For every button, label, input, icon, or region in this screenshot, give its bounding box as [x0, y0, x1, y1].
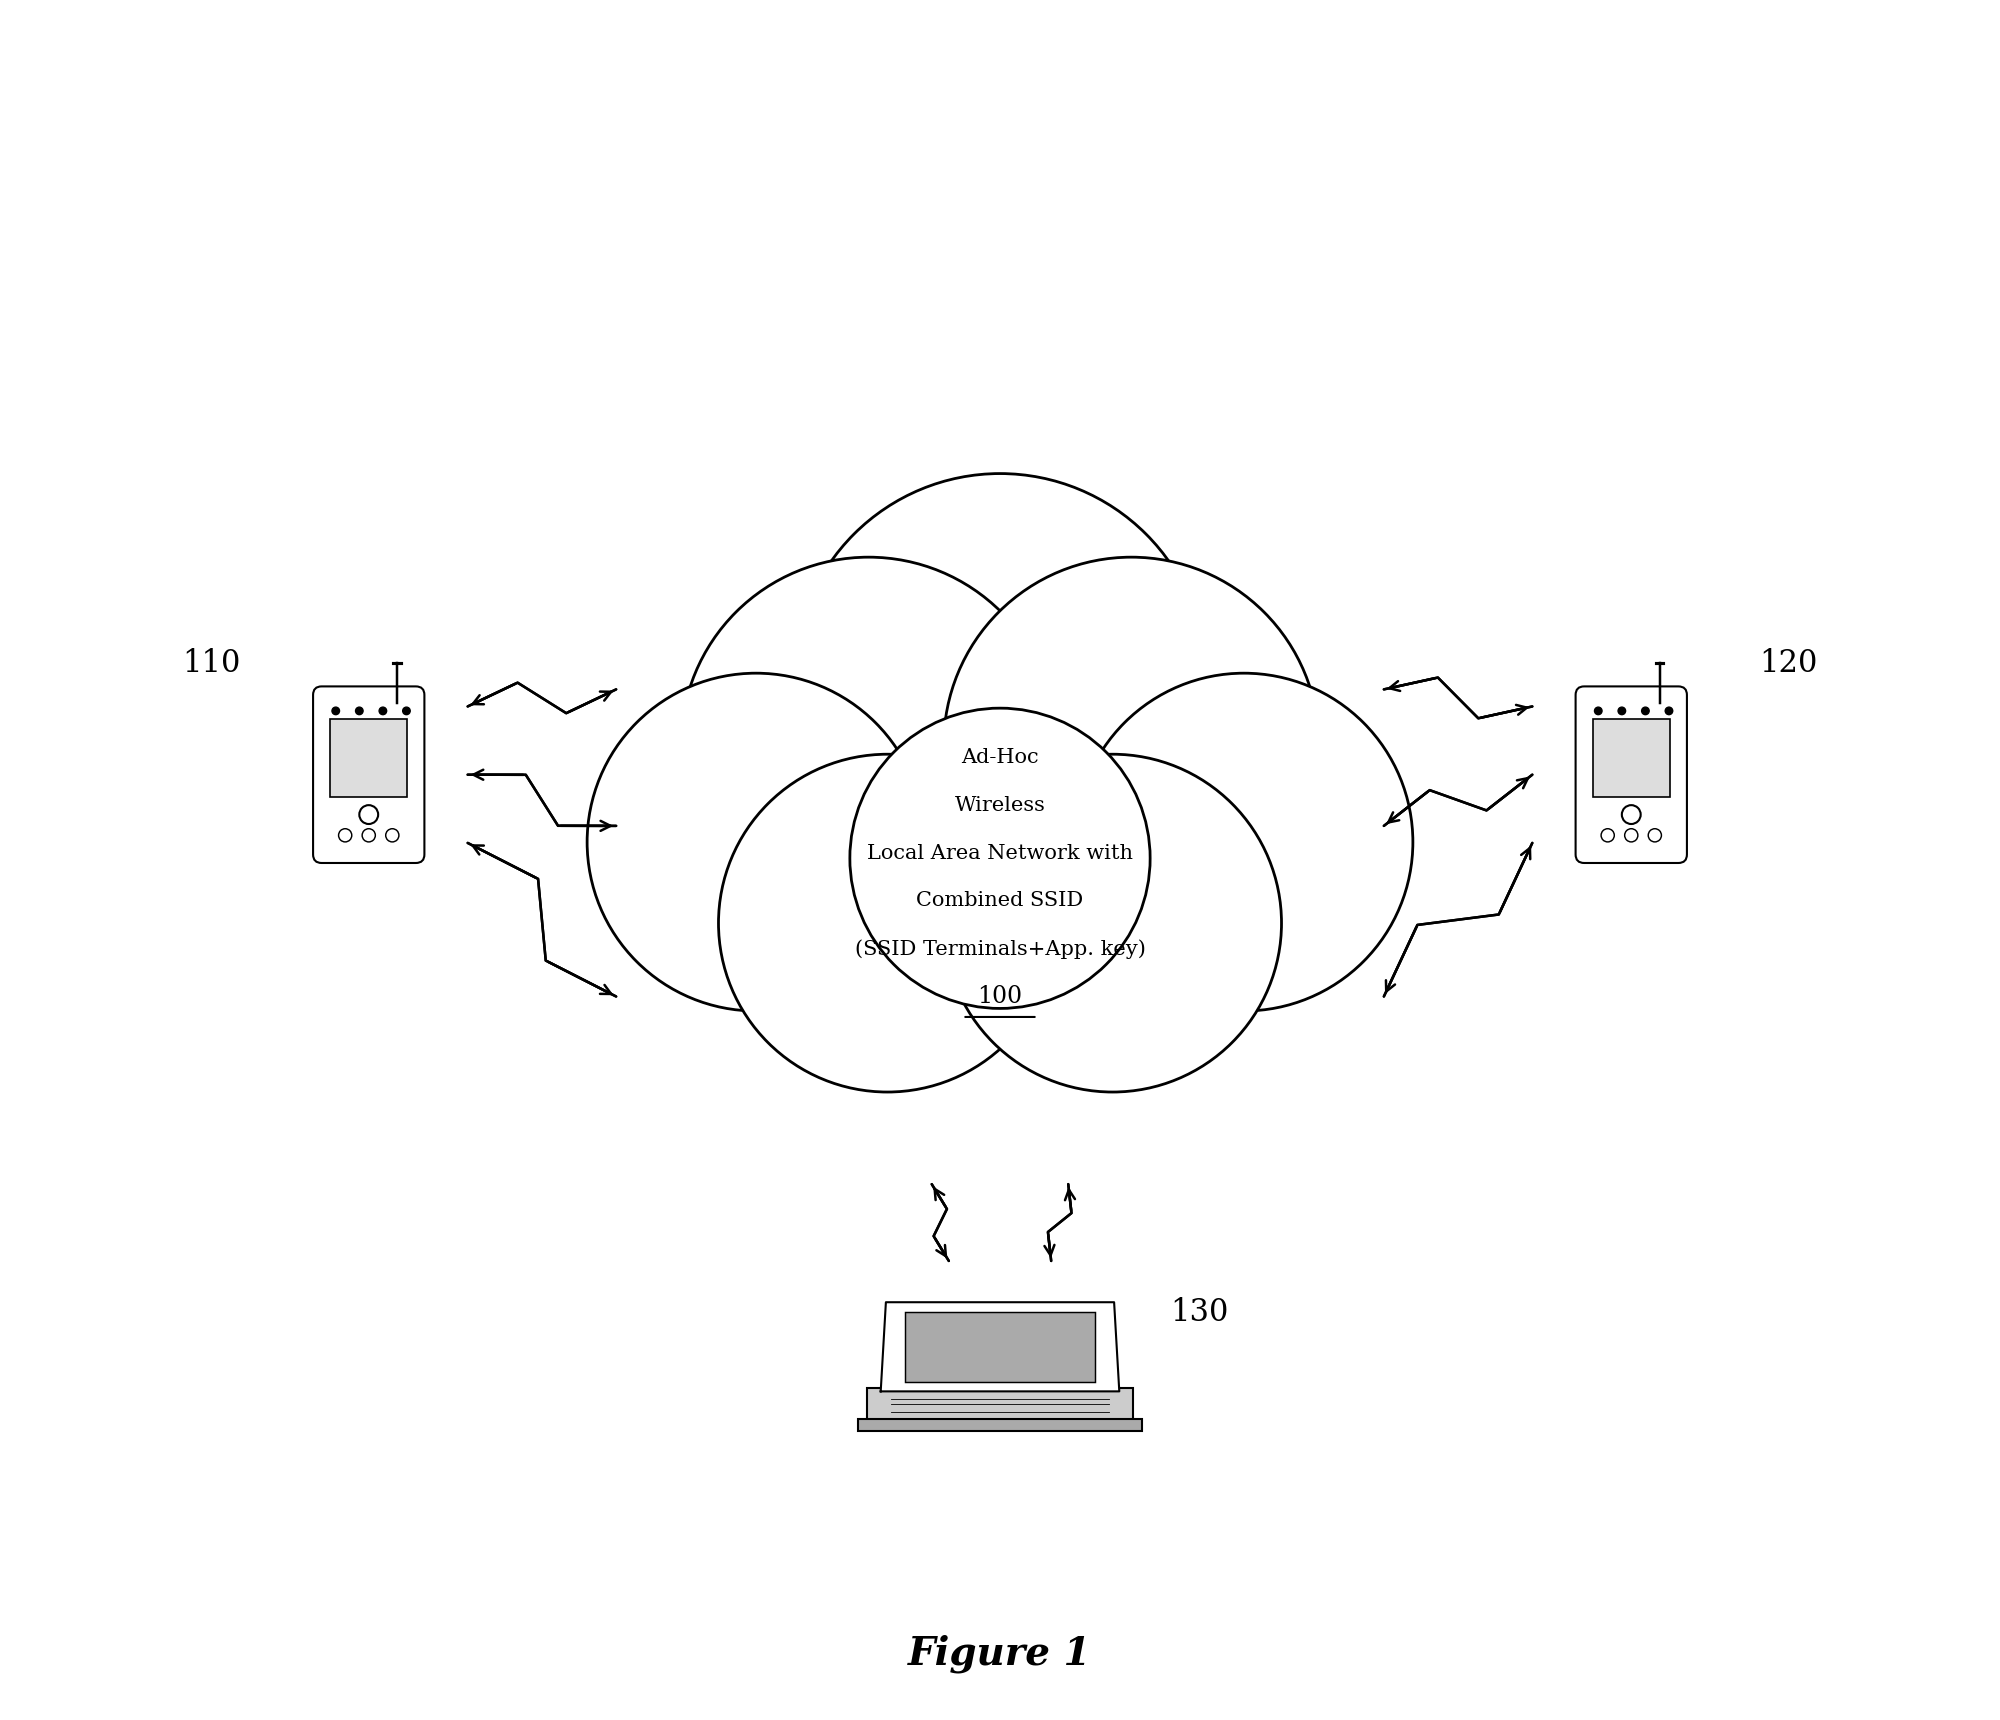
Circle shape: [380, 707, 386, 714]
Circle shape: [1624, 829, 1638, 841]
FancyBboxPatch shape: [858, 1419, 1142, 1431]
Text: (SSID Terminals+App. key): (SSID Terminals+App. key): [854, 939, 1146, 958]
Circle shape: [1594, 707, 1602, 714]
Text: 120: 120: [1760, 648, 1818, 679]
Circle shape: [1618, 707, 1626, 714]
Circle shape: [944, 755, 1282, 1092]
Circle shape: [718, 755, 1056, 1092]
Circle shape: [680, 557, 1056, 932]
Circle shape: [360, 805, 378, 824]
Text: 110: 110: [182, 648, 240, 679]
FancyBboxPatch shape: [904, 1312, 1096, 1383]
Circle shape: [386, 829, 398, 841]
Circle shape: [1602, 829, 1614, 841]
Text: Local Area Network with: Local Area Network with: [868, 845, 1132, 863]
Circle shape: [850, 709, 1150, 1008]
Circle shape: [1622, 805, 1640, 824]
Polygon shape: [880, 1302, 1120, 1391]
FancyBboxPatch shape: [330, 719, 408, 798]
Circle shape: [794, 473, 1206, 886]
Text: Figure 1: Figure 1: [908, 1634, 1092, 1672]
Circle shape: [402, 707, 410, 714]
FancyBboxPatch shape: [1576, 686, 1686, 863]
Text: Combined SSID: Combined SSID: [916, 891, 1084, 910]
FancyBboxPatch shape: [866, 1388, 1134, 1424]
Text: 130: 130: [1170, 1297, 1228, 1328]
Text: Ad-Hoc: Ad-Hoc: [962, 748, 1038, 767]
FancyBboxPatch shape: [1592, 719, 1670, 798]
Text: 100: 100: [978, 986, 1022, 1008]
Circle shape: [332, 707, 340, 714]
Circle shape: [356, 707, 364, 714]
Circle shape: [362, 829, 376, 841]
Text: Wireless: Wireless: [954, 796, 1046, 815]
Circle shape: [588, 673, 924, 1011]
FancyBboxPatch shape: [314, 686, 424, 863]
Circle shape: [1648, 829, 1662, 841]
Circle shape: [1076, 673, 1412, 1011]
Circle shape: [338, 829, 352, 841]
Circle shape: [944, 557, 1320, 932]
Circle shape: [1642, 707, 1650, 714]
Circle shape: [1666, 707, 1672, 714]
